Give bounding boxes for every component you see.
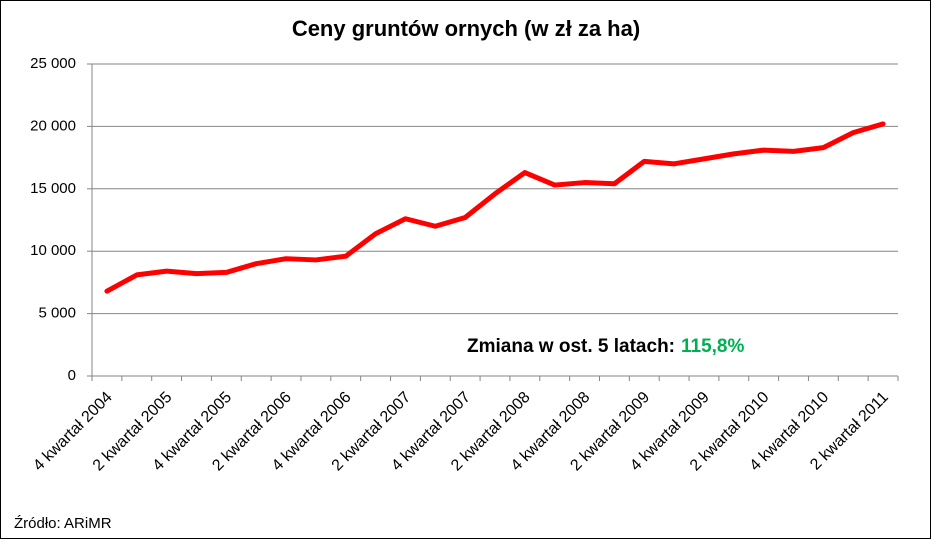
source: Źródło: ARiMR <box>14 515 112 532</box>
y-tick-label: 5 000 <box>38 305 76 322</box>
y-tick-label: 10 000 <box>30 242 76 259</box>
annotation-highlight: 115,8% <box>681 336 744 357</box>
annotation-text: Zmiana w ost. 5 latach: <box>467 336 675 357</box>
y-tick-label: 20 000 <box>30 117 76 134</box>
annotation: Zmiana w ost. 5 latach: 115,8% <box>467 336 744 357</box>
line-series <box>104 121 886 294</box>
y-tick-label: 25 000 <box>30 55 76 72</box>
y-tick-label: 15 000 <box>30 180 76 197</box>
y-tick-label: 0 <box>68 367 76 384</box>
chart-title: Ceny gruntów ornych (w zł za ha) <box>292 16 640 41</box>
